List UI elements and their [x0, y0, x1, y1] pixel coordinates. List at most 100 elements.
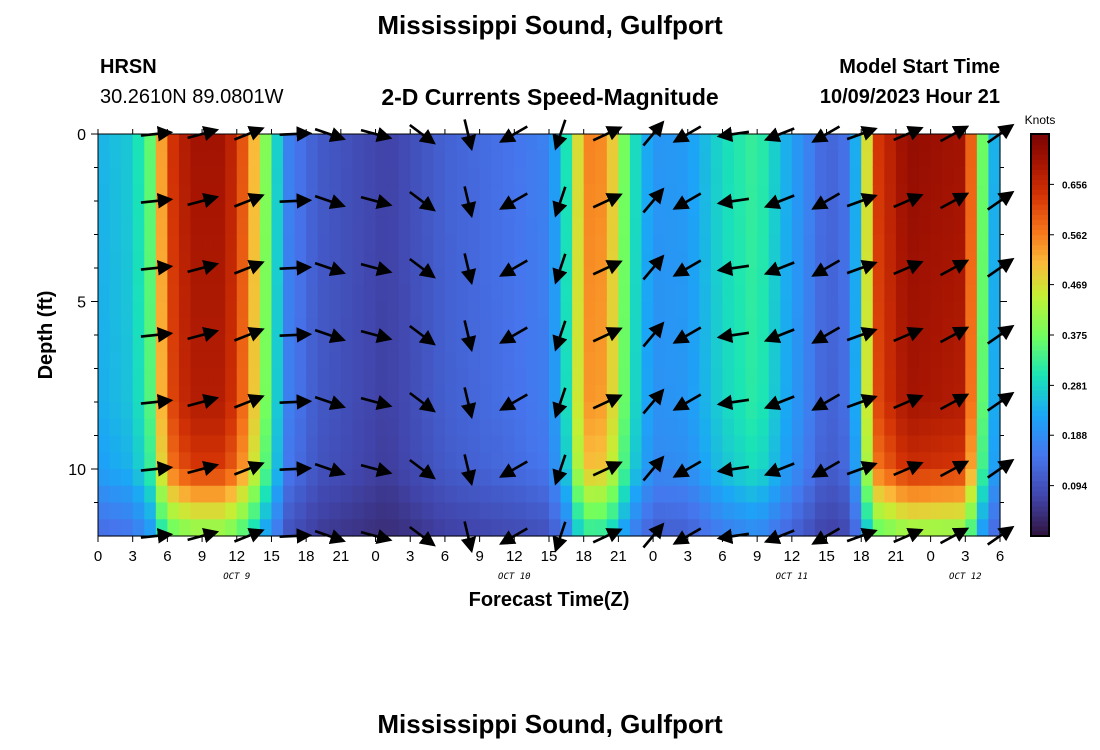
- current-arrow: [552, 454, 568, 486]
- heatmap-cell: [514, 335, 527, 353]
- heatmap-cell: [190, 502, 203, 520]
- heatmap-cell: [317, 134, 330, 152]
- heatmap-cell: [722, 301, 735, 319]
- heatmap-cell: [942, 452, 955, 470]
- heatmap-cell: [826, 150, 839, 169]
- heatmap-cell: [814, 418, 828, 437]
- heatmap-cell: [745, 150, 758, 169]
- heatmap-cell: [340, 351, 354, 370]
- heatmap-cell: [606, 502, 619, 520]
- heatmap-cell: [259, 485, 273, 504]
- heatmap-cell: [340, 402, 354, 420]
- heatmap-cell: [780, 335, 793, 353]
- current-arrow: [592, 260, 623, 276]
- heatmap-cell: [317, 469, 330, 487]
- current-arrow: [763, 328, 795, 343]
- heatmap-cell: [213, 234, 226, 252]
- heatmap-cell: [294, 318, 307, 336]
- heatmap-cell: [595, 351, 608, 370]
- heatmap-cell: [942, 418, 955, 437]
- heatmap-cell: [236, 418, 249, 437]
- heatmap-cell: [572, 201, 585, 219]
- heatmap-cell: [838, 284, 851, 303]
- heatmap-cell: [884, 502, 897, 520]
- heatmap-cell: [572, 150, 585, 169]
- heatmap-cell: [884, 268, 897, 286]
- heatmap-cell: [271, 485, 284, 504]
- colorbar-segment: [1031, 154, 1049, 160]
- heatmap-cell: [791, 150, 805, 169]
- heatmap-cell: [722, 234, 735, 252]
- heatmap-cell: [421, 519, 434, 537]
- heatmap-cell: [653, 201, 666, 219]
- heatmap-cell: [456, 134, 469, 152]
- heatmap-cell: [745, 452, 758, 470]
- heatmap-cell: [537, 268, 550, 286]
- footer-title: Mississippi Sound, Gulfport: [377, 709, 723, 739]
- heatmap-cell: [236, 435, 249, 453]
- heatmap-cell: [572, 385, 585, 403]
- heatmap-cell: [352, 184, 365, 202]
- heatmap-cell: [433, 268, 446, 286]
- heatmap-cell: [329, 251, 342, 269]
- heatmap-cell: [814, 519, 828, 537]
- heatmap-cell: [155, 469, 168, 487]
- heatmap-cell: [780, 351, 793, 370]
- heatmap-cell: [109, 385, 122, 403]
- heatmap-cell: [225, 385, 238, 403]
- heatmap-cell: [479, 284, 492, 303]
- heatmap-cell: [757, 150, 770, 169]
- heatmap-cell: [514, 502, 527, 520]
- heatmap-cell: [121, 519, 134, 537]
- heatmap-cell: [976, 485, 990, 504]
- heatmap-cell: [109, 418, 122, 437]
- heatmap-cell: [884, 184, 897, 202]
- heatmap-cell: [421, 435, 434, 453]
- heatmap-cell: [514, 284, 527, 303]
- heatmap-cell: [259, 502, 273, 520]
- heatmap-cell: [606, 418, 619, 437]
- x-tick-label: 9: [198, 548, 206, 565]
- heatmap-cell: [283, 318, 296, 336]
- heatmap-cell: [410, 435, 423, 453]
- heatmap-cell: [826, 268, 839, 286]
- heatmap-cell: [225, 184, 238, 202]
- heatmap-cell: [398, 502, 411, 520]
- heatmap-cell: [121, 435, 134, 453]
- current-arrow: [893, 260, 924, 276]
- heatmap-cell: [595, 184, 608, 202]
- heatmap-cell: [479, 234, 492, 252]
- heatmap-cell: [387, 502, 400, 520]
- date-label: OCT 11: [776, 572, 809, 582]
- heatmap-cell: [525, 351, 539, 370]
- heatmap-cell: [479, 201, 492, 219]
- heatmap-cell: [965, 485, 978, 504]
- heatmap-cell: [433, 385, 446, 403]
- heatmap-cell: [907, 134, 920, 152]
- heatmap-cell: [872, 150, 885, 169]
- heatmap-cell: [98, 452, 111, 470]
- heatmap-cell: [872, 251, 885, 269]
- heatmap-cell: [722, 502, 735, 520]
- colorbar-tick-label: 0.094: [1062, 482, 1087, 493]
- heatmap-cell: [502, 418, 515, 437]
- heatmap-cell: [98, 385, 111, 403]
- heatmap-cell: [734, 335, 747, 353]
- heatmap-cell: [352, 268, 365, 286]
- heatmap-cell: [606, 335, 619, 353]
- heatmap-cell: [953, 469, 966, 487]
- heatmap-cell: [734, 519, 747, 537]
- heatmap-cell: [537, 519, 550, 537]
- heatmap-cell: [953, 435, 966, 453]
- heatmap-cell: [363, 402, 377, 420]
- heatmap-cell: [225, 335, 238, 353]
- heatmap-cell: [629, 217, 643, 236]
- heatmap-cell: [722, 418, 735, 437]
- heatmap-cell: [953, 368, 966, 386]
- heatmap-cell: [618, 201, 631, 219]
- heatmap-cell: [271, 217, 284, 236]
- heatmap-cell: [248, 418, 261, 437]
- heatmap-cell: [849, 251, 862, 269]
- chart-subtitle: 2-D Currents Speed-Magnitude: [381, 84, 719, 110]
- heatmap-cell: [653, 268, 666, 286]
